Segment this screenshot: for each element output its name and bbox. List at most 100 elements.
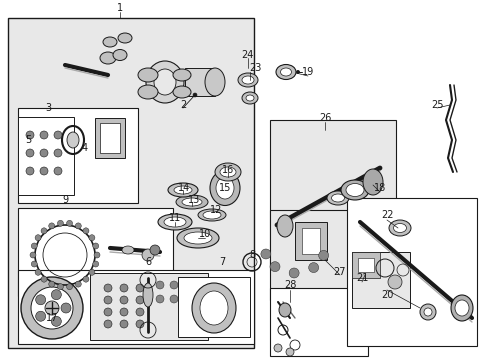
Ellipse shape [138, 68, 158, 82]
Circle shape [423, 308, 431, 316]
Circle shape [296, 71, 299, 73]
Ellipse shape [142, 283, 153, 307]
Circle shape [104, 308, 112, 316]
Circle shape [136, 296, 143, 304]
Text: 7: 7 [219, 257, 224, 267]
Bar [302, 228, 319, 254]
Ellipse shape [122, 246, 134, 254]
Ellipse shape [177, 228, 219, 248]
Circle shape [93, 243, 99, 249]
Bar [269, 210, 395, 300]
Circle shape [54, 131, 62, 139]
Text: 28: 28 [283, 280, 296, 290]
Bar [351, 252, 409, 308]
Text: 21: 21 [355, 273, 367, 283]
Circle shape [31, 261, 37, 267]
Circle shape [41, 276, 47, 282]
Text: 13: 13 [187, 195, 200, 205]
Circle shape [89, 269, 95, 275]
Ellipse shape [280, 68, 291, 76]
Circle shape [54, 149, 62, 157]
Ellipse shape [331, 194, 344, 202]
Circle shape [26, 131, 34, 139]
Circle shape [308, 262, 318, 273]
Ellipse shape [220, 167, 236, 177]
Circle shape [30, 252, 36, 258]
Text: 16: 16 [222, 165, 234, 175]
Circle shape [83, 228, 89, 234]
Circle shape [318, 251, 328, 260]
Bar [90, 273, 207, 340]
Text: 6: 6 [144, 257, 151, 267]
Ellipse shape [242, 92, 258, 104]
Ellipse shape [215, 163, 241, 181]
Text: 15: 15 [218, 183, 231, 193]
Circle shape [75, 223, 81, 229]
Ellipse shape [362, 169, 382, 195]
Circle shape [273, 344, 282, 352]
Ellipse shape [393, 224, 406, 233]
Text: 11: 11 [168, 213, 181, 223]
Text: 3: 3 [45, 103, 51, 113]
Circle shape [285, 348, 293, 356]
Bar [18, 270, 253, 344]
Bar [351, 252, 379, 278]
Ellipse shape [168, 183, 198, 197]
Circle shape [66, 220, 72, 226]
Bar [357, 258, 373, 272]
Ellipse shape [198, 209, 225, 221]
Text: 20: 20 [380, 290, 392, 300]
Ellipse shape [242, 76, 253, 84]
Circle shape [51, 290, 61, 300]
Ellipse shape [100, 52, 116, 64]
Circle shape [40, 167, 48, 175]
Ellipse shape [138, 85, 158, 99]
Ellipse shape [276, 215, 292, 237]
Ellipse shape [245, 95, 253, 101]
Bar [269, 288, 367, 356]
Ellipse shape [238, 73, 258, 87]
Ellipse shape [113, 49, 127, 60]
Circle shape [136, 284, 143, 292]
Circle shape [51, 316, 61, 326]
Circle shape [260, 249, 270, 259]
Circle shape [419, 304, 435, 320]
Text: 9: 9 [62, 195, 68, 205]
Circle shape [120, 284, 128, 292]
Circle shape [40, 131, 48, 139]
Ellipse shape [146, 61, 183, 103]
Circle shape [61, 303, 71, 313]
Circle shape [142, 249, 154, 261]
Ellipse shape [216, 177, 234, 199]
Circle shape [35, 269, 41, 275]
Text: 17: 17 [46, 313, 58, 323]
Circle shape [89, 235, 95, 241]
Circle shape [156, 281, 163, 289]
Circle shape [150, 245, 160, 255]
Circle shape [83, 276, 89, 282]
Text: 4: 4 [82, 143, 88, 153]
Circle shape [120, 320, 128, 328]
Bar [95, 118, 125, 158]
Circle shape [54, 167, 62, 175]
Circle shape [45, 301, 59, 315]
Ellipse shape [21, 277, 83, 339]
Ellipse shape [203, 211, 221, 219]
Ellipse shape [450, 295, 472, 321]
Ellipse shape [454, 300, 468, 316]
Circle shape [57, 284, 63, 290]
Ellipse shape [204, 68, 224, 96]
Text: 1: 1 [117, 3, 123, 13]
Circle shape [36, 295, 45, 305]
Circle shape [49, 281, 55, 287]
Ellipse shape [200, 291, 227, 325]
Text: 19: 19 [301, 67, 313, 77]
Ellipse shape [275, 64, 295, 80]
Circle shape [31, 243, 37, 249]
Bar [294, 222, 326, 260]
Ellipse shape [346, 184, 363, 197]
Bar [269, 120, 395, 268]
Circle shape [104, 320, 112, 328]
Text: 2: 2 [180, 100, 186, 110]
Circle shape [93, 261, 99, 267]
